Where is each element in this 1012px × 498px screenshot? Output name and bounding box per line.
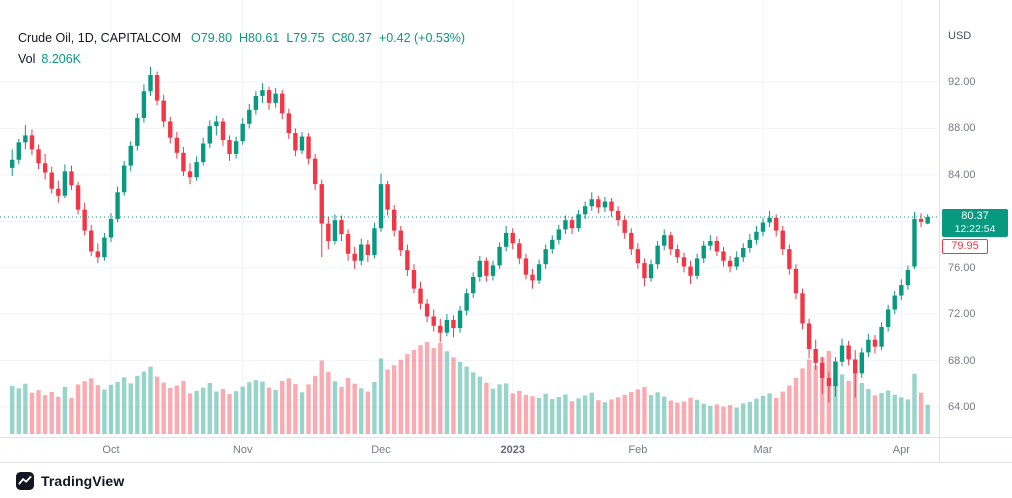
price-axis-label: 72.00 bbox=[948, 308, 976, 321]
ohlc-value: C80.37 bbox=[331, 30, 372, 45]
tradingview-brand[interactable]: TradingView bbox=[41, 472, 125, 489]
footer-bar: TradingView bbox=[0, 462, 1012, 498]
tradingview-logo-icon[interactable] bbox=[16, 471, 34, 490]
volume-value: 8.206K bbox=[41, 51, 82, 66]
time-axis-label: 2023 bbox=[500, 444, 525, 456]
legend-row-volume: Vol 8.206K bbox=[18, 48, 472, 69]
price-axis-label: 76.00 bbox=[948, 261, 976, 274]
price-axis-label: 84.00 bbox=[948, 168, 976, 181]
symbol-title[interactable]: Crude Oil, 1D, CAPITALCOM bbox=[18, 30, 182, 45]
price-axis-label: 92.00 bbox=[948, 76, 976, 88]
time-axis-label: Feb bbox=[628, 444, 648, 456]
bar-countdown: 12:22:54 bbox=[954, 222, 996, 235]
price-axis-label: 64.00 bbox=[948, 401, 976, 413]
ohlc-value: L79.75 bbox=[286, 30, 325, 45]
ohlc-value: H80.61 bbox=[239, 30, 280, 45]
time-axis-label: Dec bbox=[371, 444, 391, 456]
price-axis-label: 68.00 bbox=[948, 354, 976, 367]
time-axis[interactable]: Oct Nov Dec 2023 Feb Mar Apr bbox=[0, 437, 1012, 463]
symbol-legend: Crude Oil, 1D, CAPITALCOM O79.80 H80.61 L7… bbox=[18, 27, 472, 69]
time-axis-label: Nov bbox=[232, 444, 253, 456]
last-price-value: 80.37 bbox=[961, 209, 989, 222]
volume-label: Vol bbox=[18, 51, 36, 66]
last-price-badge: 80.37 12:22:54 bbox=[942, 208, 1008, 237]
legend-row-main: Crude Oil, 1D, CAPITALCOM O79.80 H80.61 L7… bbox=[18, 27, 472, 48]
ohlc-value: O79.80 bbox=[191, 30, 233, 45]
time-axis-label: Oct bbox=[102, 444, 120, 456]
currency-label: USD bbox=[948, 30, 972, 42]
ohlc-value: +0.42 (+0.53%) bbox=[378, 30, 466, 45]
price-axis[interactable]: USD 92.00 88.00 84.00 76.00 72.00 68.00 64.00 … bbox=[939, 0, 1012, 462]
price-axis-label: 88.00 bbox=[948, 122, 976, 135]
prev-close-badge: 79.95 bbox=[942, 238, 988, 254]
time-axis-label: Apr bbox=[892, 444, 910, 456]
time-axis-label: Mar bbox=[753, 444, 773, 456]
ohlc-values: O79.80 H80.61 L79.75 C80.37 +0.42 (+0.53%) bbox=[191, 31, 472, 45]
